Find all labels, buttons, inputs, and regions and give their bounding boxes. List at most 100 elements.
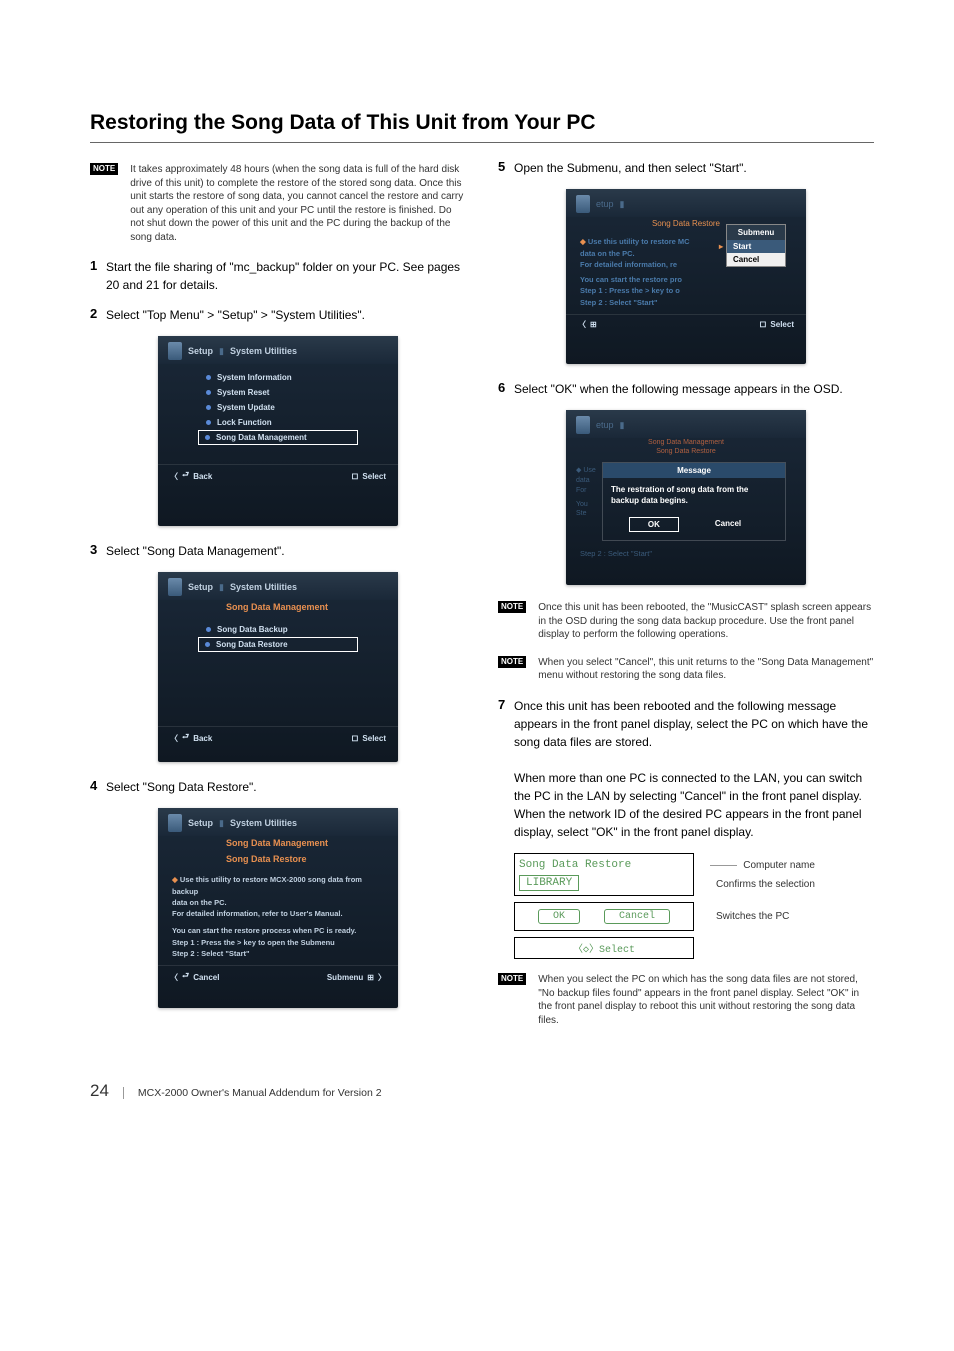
setup-label: Setup (188, 818, 213, 828)
step-4: 4 Select "Song Data Restore". (90, 778, 466, 796)
back-hint: 〈 ⊞ (578, 319, 597, 330)
vbar-icon: ▮ (219, 582, 224, 593)
bullet-icon (206, 627, 211, 632)
submenu-icon-small: ⊞ (590, 320, 597, 329)
menu-song-data-management[interactable]: Song Data Management (198, 430, 358, 445)
desc-line: Use this utility to restore MCX-2000 son… (172, 875, 362, 895)
step-4-num: 4 (90, 778, 106, 796)
menu-song-data-restore[interactable]: Song Data Restore (198, 637, 358, 652)
fp-cancel-button[interactable]: Cancel (604, 909, 670, 924)
submenu-label: Submenu (327, 973, 363, 982)
bullet-icon (206, 375, 211, 380)
setup-tab-icon (168, 578, 182, 596)
cancel-button[interactable]: Cancel (697, 517, 759, 532)
message-panel: Message The restration of song data from… (602, 462, 786, 540)
vbar-icon: ▮ (620, 199, 625, 210)
step-7b: When more than one PC is connected to th… (514, 771, 862, 839)
desc-line: You can start the restore pro (580, 274, 792, 285)
submenu-icon: ⊞ (367, 973, 374, 982)
fp-ok-button[interactable]: OK (538, 909, 580, 924)
cancel-hint: 〈 ⮐ Cancel (170, 970, 219, 984)
nav-arrows-icon: 〈◇〉 (573, 945, 599, 956)
return-icon: ⮐ (182, 731, 189, 745)
faded-step2: Step 2 : Select "Start" (566, 547, 806, 560)
system-utilities-label: System Utilities (230, 582, 297, 592)
submenu-label: Start (733, 242, 751, 251)
faded-text: For (576, 486, 596, 496)
menu-lock-function[interactable]: Lock Function (158, 415, 398, 430)
menu-song-data-backup[interactable]: Song Data Backup (158, 622, 398, 637)
select-hint: ◇ Select (351, 471, 386, 482)
menu-label: Song Data Restore (216, 640, 288, 649)
dim-crumb-2: Song Data Restore (566, 447, 806, 456)
fp-lcd-screen: Song Data Restore LIBRARY (514, 853, 694, 897)
dim-crumb-1: Song Data Management (566, 438, 806, 447)
chevron-left-icon: 〈 (578, 319, 586, 330)
confirm-label: Confirms the selection (716, 879, 815, 890)
note-icon: NOTE (498, 656, 526, 668)
ok-button[interactable]: OK (629, 517, 679, 532)
cursor-icon: ▸ (719, 242, 723, 251)
chevron-left-icon: 〈 (170, 471, 178, 482)
bullet-icon (205, 435, 210, 440)
footer-text: MCX-2000 Owner's Manual Addendum for Ver… (123, 1087, 382, 1099)
step-6-text: Select "OK" when the following message a… (514, 380, 874, 398)
submenu-hint: Submenu ⊞ 〉 (327, 972, 386, 983)
fp-title-text: Song Data Restore (519, 859, 631, 871)
two-column-layout: NOTE It takes approximately 48 hours (wh… (90, 159, 874, 1041)
note-4-text: When you select the PC on which has the … (538, 973, 874, 1027)
setup-tab-icon (168, 342, 182, 360)
switch-label: Switches the PC (716, 911, 789, 922)
setup-tab-icon (576, 195, 590, 213)
submenu-cancel[interactable]: Cancel (727, 253, 785, 266)
menu-label: Lock Function (217, 418, 272, 427)
step-2-num: 2 (90, 306, 106, 324)
step-7a: Once this unit has been rebooted and the… (514, 699, 868, 749)
menu-system-update[interactable]: System Update (158, 400, 398, 415)
vbar-icon: ▮ (219, 818, 224, 829)
setup-label-dim: etup (596, 420, 614, 430)
submenu-start[interactable]: ▸Start (727, 240, 785, 253)
step-3: 3 Select "Song Data Management". (90, 542, 466, 560)
note-2-text: Once this unit has been rebooted, the "M… (538, 601, 874, 642)
select-label: Select (362, 734, 386, 743)
desc-line: Step 1 : Press the > key to o (580, 285, 792, 296)
faded-text: ◆ Use (576, 466, 596, 476)
front-panel-display: Song Data Restore LIBRARY Computer name … (514, 853, 874, 960)
osd-subtitle-1: Song Data Management (158, 836, 398, 852)
step-6: 6 Select "OK" when the following message… (498, 380, 874, 398)
note-1-text: It takes approximately 48 hours (when th… (130, 163, 466, 244)
osd-header: Setup ▮ System Utilities (158, 808, 398, 836)
arrow-icon: ◆ (172, 875, 180, 884)
faded-text: You (576, 500, 596, 510)
faded-text: Ste (576, 509, 596, 519)
step-1: 1 Start the file sharing of "mc_backup" … (90, 258, 466, 294)
menu-system-reset[interactable]: System Reset (158, 385, 398, 400)
desc-line: For detailed information, refer to User'… (172, 908, 384, 919)
screenshot-message: etup ▮ Song Data Management Song Data Re… (566, 410, 806, 585)
select-hint: ◇ Select (351, 733, 386, 744)
screenshot-submenu: etup ▮ Song Data Restore ◆ Use this util… (566, 189, 806, 364)
osd-subtitle-2: Song Data Restore (158, 852, 398, 868)
step-3-text: Select "Song Data Management". (106, 542, 466, 560)
osd-header: etup ▮ (566, 410, 806, 438)
diamond-icon: ◇ (348, 732, 361, 745)
cancel-label: Cancel (193, 973, 219, 982)
step-5-num: 5 (498, 159, 514, 177)
screenshot-system-utilities: Setup ▮ System Utilities System Informat… (158, 336, 398, 526)
message-header: Message (603, 463, 785, 478)
menu-system-information[interactable]: System Information (158, 370, 398, 385)
page-number: 24 (90, 1081, 109, 1101)
chevron-right-icon: 〉 (378, 972, 386, 983)
fp-display-row: Song Data Restore LIBRARY Computer name … (514, 853, 874, 897)
setup-label-dim: etup (596, 199, 614, 209)
osd-description: ◆ Use this utility to restore MCX-2000 s… (158, 868, 398, 965)
vbar-icon: ▮ (620, 420, 625, 431)
bullet-icon (206, 420, 211, 425)
fp-title-line: Song Data Restore (519, 858, 689, 872)
step-2-text: Select "Top Menu" > "Setup" > "System Ut… (106, 306, 466, 324)
note-icon: NOTE (498, 973, 526, 985)
osd-footer: 〈 ⊞ ◇ Select (566, 314, 806, 334)
system-utilities-label: System Utilities (230, 346, 297, 356)
return-icon: ⮐ (182, 469, 189, 483)
